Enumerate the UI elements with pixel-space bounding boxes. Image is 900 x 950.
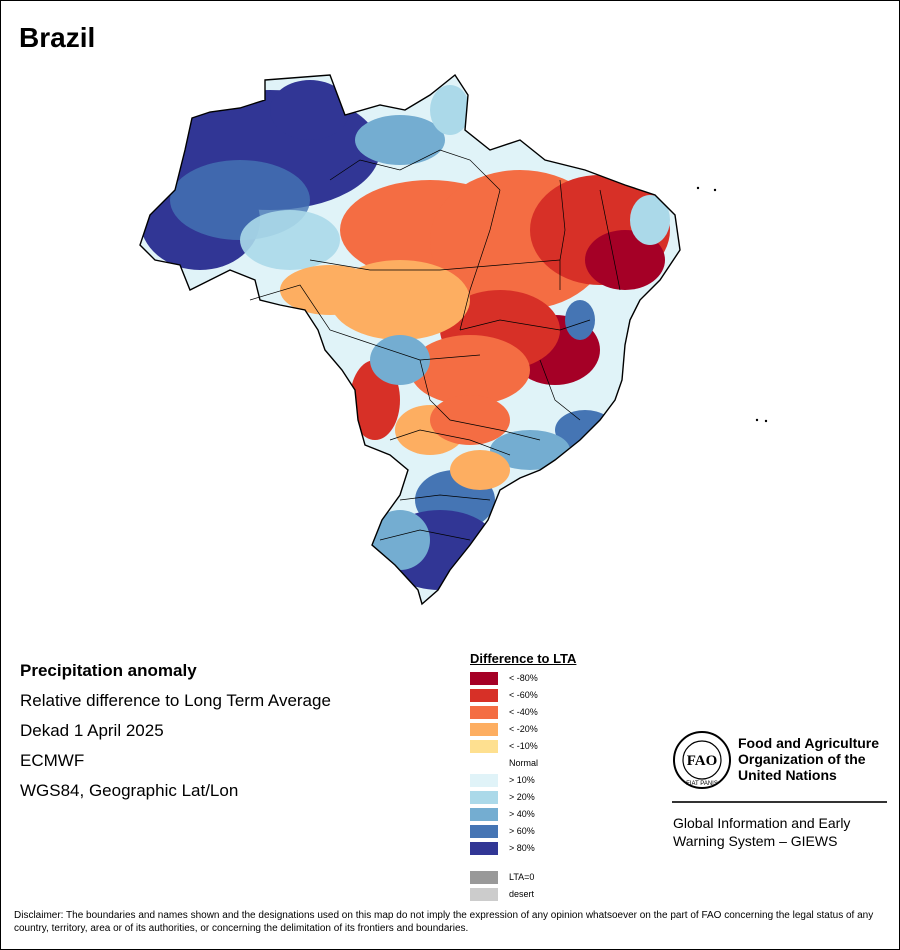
legend-item: > 60% (470, 822, 576, 839)
legend-label: < -80% (509, 673, 538, 683)
legend-item: > 10% (470, 771, 576, 788)
fao-logo-icon: FAO FIAT PANIS (673, 731, 731, 789)
legend-swatch (470, 842, 498, 855)
info-projection: WGS84, Geographic Lat/Lon (20, 781, 239, 800)
legend-swatch (470, 689, 498, 702)
legend-swatch (470, 740, 498, 753)
legend-item: desert (470, 885, 576, 902)
legend-item: < -20% (470, 720, 576, 737)
info-period: Dekad 1 April 2025 (20, 721, 164, 740)
legend-item: < -60% (470, 686, 576, 703)
legend-label: > 40% (509, 809, 535, 819)
legend-swatch (470, 871, 498, 884)
legend-swatch (470, 723, 498, 736)
fao-ring-text: FIAT PANIS (686, 781, 718, 787)
legend-title: Difference to LTA (470, 651, 577, 666)
system-line-2: Warning System – GIEWS (673, 833, 838, 849)
info-source: ECMWF (20, 751, 85, 770)
legend-label: LTA=0 (509, 872, 535, 882)
legend-item: Normal (470, 754, 576, 771)
legend-swatch (470, 808, 498, 821)
legend-label: < -40% (509, 707, 538, 717)
fao-logo-text: FAO (687, 753, 718, 769)
info-variable: Precipitation anomaly (20, 661, 197, 680)
legend: Difference to LTA < -80% < -60% < -40% < -2… (470, 651, 576, 902)
legend-swatch (470, 791, 498, 804)
legend-swatch (470, 774, 498, 787)
org-line-2: Organization of the (738, 751, 866, 767)
disclaimer: Disclaimer: The boundaries and names sho… (14, 910, 874, 934)
organization-name: Food and Agriculture Organization of the… (738, 735, 879, 783)
legend-label: > 20% (509, 792, 535, 802)
system-line-1: Global Information and Early (673, 815, 851, 831)
legend-swatch (470, 888, 498, 901)
info-description: Relative difference to Long Term Average (20, 691, 331, 710)
legend-label: desert (509, 889, 535, 899)
legend-label: < -10% (509, 741, 538, 751)
org-line-3: United Nations (738, 767, 837, 783)
legend-item: < -40% (470, 703, 576, 720)
legend-label: > 80% (509, 843, 535, 853)
legend-swatch (470, 825, 498, 838)
org-line-1: Food and Agriculture (738, 735, 880, 751)
legend-label: > 60% (509, 826, 535, 836)
legend-label: Normal (509, 758, 539, 768)
legend-item: > 40% (470, 805, 576, 822)
legend-item: > 80% (470, 839, 576, 856)
legend-label: < -20% (509, 724, 538, 734)
offshore-islands (696, 186, 768, 423)
legend-item: > 20% (470, 788, 576, 805)
legend-item: < -10% (470, 737, 576, 754)
legend-swatch (470, 672, 498, 685)
map-info-block: Precipitation anomaly Relative differenc… (20, 656, 331, 806)
legend-item: < -80% (470, 669, 576, 686)
legend-swatch (470, 706, 498, 719)
legend-label: > 10% (509, 775, 535, 785)
branding-divider (672, 801, 887, 803)
legend-label: < -60% (509, 690, 538, 700)
system-name: Global Information and Early Warning Sys… (673, 814, 850, 850)
legend-item: LTA=0 (470, 868, 576, 885)
anomaly-map (139, 74, 768, 605)
state-borders (249, 149, 621, 541)
map-title: Brazil (19, 22, 96, 53)
